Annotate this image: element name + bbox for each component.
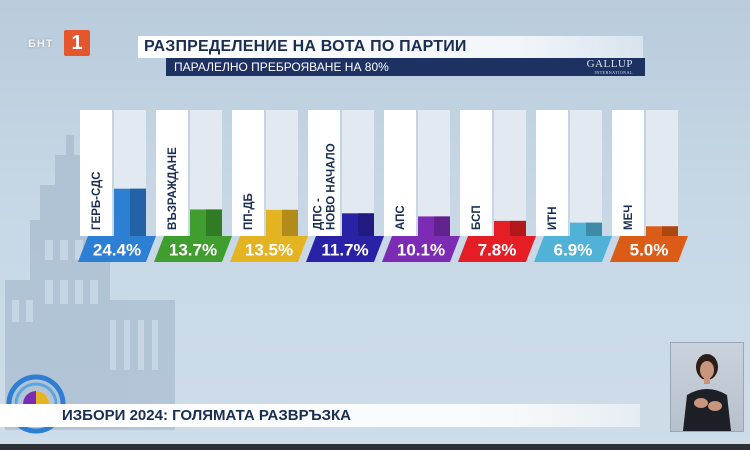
bar-group: ИТН 6.9% [534,110,612,262]
category-label: ВЪЗРАЖДАНЕ [167,147,179,230]
value-label: 13.7% [169,241,217,260]
bar-track [570,110,602,236]
bar-shade [358,213,374,236]
pollster-logo: GALLUP INTERNATIONAL [587,59,633,75]
value-label: 7.8% [478,241,517,260]
chart-title-box: РАЗПРЕДЕЛЕНИЕ НА ВОТА ПО ПАРТИИ [138,36,643,58]
bar-shade [586,222,602,236]
value-label: 13.5% [245,241,293,260]
pollster-name: GALLUP [586,58,633,70]
category-label: МЕЧ [623,205,635,230]
value-badge [534,236,612,262]
value-badge [230,236,308,262]
sign-language-interpreter-inset [670,342,744,432]
chart-subtitle: ПАРАЛЕЛНО ПРЕБРОЯВАНЕ НА 80% [174,60,389,74]
value-badge [306,236,384,262]
interpreter-figure-icon [683,354,731,431]
label-panel [536,110,568,236]
bar-shade [282,209,298,236]
value-badge [458,236,536,262]
bar-shade [130,188,146,236]
label-panel [612,110,644,236]
label-panel [460,110,492,236]
bar-track [646,110,678,236]
bar-shade [510,220,526,236]
label-panel [156,110,188,236]
bar-shade [662,226,678,236]
value-label: 10.1% [397,241,445,260]
bar-group: ПП-ДБ 13.5% [230,110,308,262]
bar-track [494,110,526,236]
chart-subtitle-box: ПАРАЛЕЛНО ПРЕБРОЯВАНЕ НА 80% GALLUP INTE… [166,58,645,76]
bar-group: БСП 7.8% [458,110,536,262]
value-badge [382,236,460,262]
value-label: 5.0% [630,241,669,260]
category-label: БСП [471,205,483,230]
value-badge [610,236,688,262]
bar-group: ВЪЗРАЖДАНЕ 13.7% [154,110,232,262]
category-label: АПС [395,205,407,230]
category-label: ДПС -НОВО НАЧАЛО [313,143,338,230]
bar-group: ГЕРБ-СДС 24.4% [78,110,156,262]
bar-shade [434,216,450,236]
value-label: 6.9% [554,241,593,260]
label-panel [232,110,264,236]
value-badge [154,236,232,262]
bar-group: МЕЧ 5.0% [610,110,688,262]
value-badge [78,236,156,262]
bar-group: АПС 10.1% [382,110,460,262]
channel-logo: БНТ 1 [28,30,90,56]
program-title: ИЗБОРИ 2024: ГОЛЯМАТА РАЗВРЪЗКА [62,407,351,424]
category-label: ГЕРБ-СДС [91,171,103,230]
value-label: 11.7% [321,241,368,260]
category-label: ИТН [547,206,559,230]
pollster-subname: INTERNATIONAL [594,70,633,75]
value-label: 24.4% [93,241,141,260]
channel-name: БНТ [28,38,54,50]
label-panel [308,110,340,236]
label-panel [384,110,416,236]
bar-track [418,110,450,236]
bar-group: ДПС -НОВО НАЧАЛО 11.7% [306,110,384,262]
channel-number: 1 [64,30,90,56]
chart-title: РАЗПРЕДЕЛЕНИЕ НА ВОТА ПО ПАРТИИ [144,38,467,55]
bottom-strip [0,444,750,450]
category-label: ПП-ДБ [243,193,255,230]
program-banner: ИЗБОРИ 2024: ГОЛЯМАТА РАЗВРЪЗКА [0,404,640,427]
bar-shade [206,209,222,236]
label-panel [80,110,112,236]
